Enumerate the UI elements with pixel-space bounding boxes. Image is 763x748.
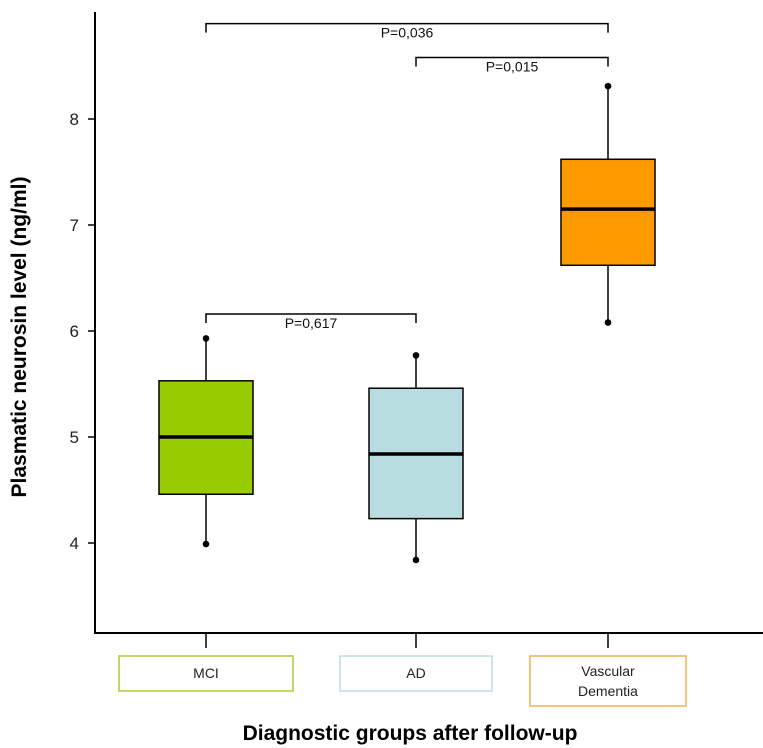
category-label: AD [406, 665, 425, 681]
y-tick-label: 7 [70, 216, 79, 235]
y-tick-label: 4 [70, 534, 79, 553]
boxes [159, 83, 655, 563]
y-tick-label: 5 [70, 428, 79, 447]
category-label: Dementia [578, 683, 638, 699]
max-point [605, 83, 612, 90]
y-tick-label: 6 [70, 322, 79, 341]
min-point [605, 319, 612, 326]
min-point [413, 557, 420, 564]
p-value-label: P=0,015 [486, 59, 539, 75]
y-tick-label: 8 [70, 110, 79, 129]
category-labels: MCI AD Vascular Dementia [119, 633, 686, 706]
y-axis-title: Plasmatic neurosin level (ng/ml) [8, 177, 31, 498]
min-point [203, 541, 210, 548]
significance-brackets: P=0,036 P=0,015 P=0,617 [206, 24, 608, 331]
box-group [159, 335, 253, 547]
axes [94, 12, 763, 633]
category-label: Vascular [581, 663, 635, 679]
y-ticks: 4 5 6 7 8 [70, 110, 95, 553]
p-value-label: P=0,036 [381, 25, 434, 41]
category-label: MCI [193, 665, 219, 681]
p-value-label: P=0,617 [285, 315, 338, 331]
box-group [369, 352, 463, 563]
x-axis-title: Diagnostic groups after follow-up [243, 722, 578, 745]
box-group [561, 83, 655, 326]
box [561, 159, 655, 265]
max-point [413, 352, 420, 359]
max-point [203, 335, 210, 342]
